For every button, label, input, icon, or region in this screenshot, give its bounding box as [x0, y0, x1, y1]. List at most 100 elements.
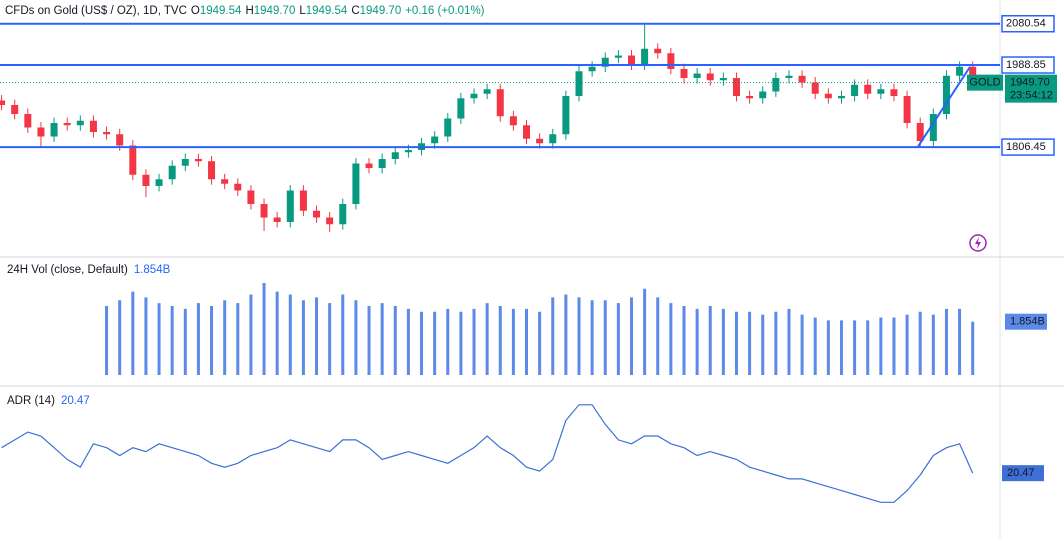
candle-body: [601, 57, 609, 67]
volume-bar: [748, 311, 752, 375]
candle-body: [260, 204, 268, 218]
volume-bar: [433, 311, 437, 375]
volume-bar: [170, 306, 174, 375]
candle-body: [181, 159, 189, 166]
volume-bar: [118, 300, 122, 375]
ohlc-change: +0.16 (+0.01%): [405, 5, 484, 17]
volume-bar: [853, 320, 857, 375]
volume-bar: [393, 306, 397, 375]
trend-line: [917, 66, 971, 147]
alert-icon-bolt[interactable]: [975, 237, 981, 249]
candle-body: [811, 82, 819, 94]
volume-bar: [157, 303, 161, 375]
volume-bar: [380, 303, 384, 375]
candle-body: [929, 114, 937, 141]
volume-bar: [328, 303, 332, 375]
alert-icon[interactable]: [969, 234, 987, 252]
volume-bar: [354, 300, 358, 375]
level-label-box: [1001, 56, 1055, 74]
candle-body: [50, 123, 58, 137]
volume-bar: [813, 317, 817, 375]
level-label: 2080.54: [1006, 18, 1046, 30]
candle-body: [942, 75, 950, 114]
candle-body: [168, 165, 176, 180]
volume-bar: [485, 303, 489, 375]
candle-body: [654, 48, 662, 54]
candle-body: [641, 48, 649, 65]
symbol-box: [967, 74, 1003, 91]
volume-bar: [603, 300, 607, 375]
candle-body: [496, 89, 504, 117]
volume-bar: [669, 303, 673, 375]
volume-bar: [616, 303, 620, 375]
volume-bar: [196, 303, 200, 375]
candle-body: [614, 55, 622, 58]
volume-bar: [721, 308, 725, 375]
candle-body: [221, 179, 229, 184]
candle-body: [37, 127, 45, 137]
candle-body: [116, 134, 124, 146]
candle-body: [129, 145, 137, 175]
level-label-box: [1001, 138, 1055, 156]
ohlc-key: C: [351, 5, 359, 17]
candle-body: [903, 96, 911, 123]
candle-body: [208, 161, 216, 180]
candle-body: [365, 163, 373, 168]
candle-body: [63, 123, 71, 126]
volume-bar: [761, 314, 765, 375]
candle-body: [549, 134, 557, 144]
candle-body: [247, 190, 255, 204]
volume-bar: [262, 283, 266, 375]
volume-bar: [472, 308, 476, 375]
candle-body: [837, 96, 845, 99]
ohlc-value: 1949.54: [200, 5, 242, 17]
candle-body: [798, 75, 806, 83]
candle-body: [680, 69, 688, 78]
candle-body: [523, 125, 531, 139]
candle-body: [851, 84, 859, 96]
candle-body: [824, 93, 832, 99]
candle-body: [286, 190, 294, 222]
volume-bar: [787, 308, 791, 375]
candle-body: [142, 174, 150, 186]
symbol-label: GOLD: [969, 77, 1000, 89]
volume-bar: [800, 314, 804, 375]
candle-body: [326, 217, 334, 225]
volume-bar: [525, 308, 529, 375]
volume-legend: 24H Vol (close, Default) 1.854B: [7, 264, 171, 276]
candle-body: [194, 159, 202, 162]
alert-icon-ring[interactable]: [969, 234, 987, 252]
candle-body: [877, 89, 885, 94]
candle-body: [299, 190, 307, 211]
volume-bar: [144, 297, 148, 375]
volume-bar: [551, 297, 555, 375]
candle-body: [339, 204, 347, 225]
candle-body: [732, 78, 740, 96]
candle-body: [313, 210, 321, 218]
ohlc-key: H: [245, 5, 253, 17]
volume-bar: [275, 291, 279, 375]
volume-bar: [131, 291, 135, 375]
ohlc-key: O: [191, 5, 200, 17]
volume-bar: [590, 300, 594, 375]
level-label: 1806.45: [1006, 141, 1046, 153]
candle-body: [89, 120, 97, 132]
volume-bar: [892, 317, 896, 375]
candle-body: [391, 152, 399, 159]
candle-body: [483, 89, 491, 94]
candle-body: [404, 150, 412, 153]
volume-bar: [301, 300, 305, 375]
volume-bar: [905, 314, 909, 375]
volume-bar: [682, 306, 686, 375]
ohlc-value: 1949.54: [306, 5, 348, 17]
volume-bar: [958, 308, 962, 375]
level-label: 1988.85: [1006, 59, 1046, 71]
candle-body: [378, 159, 386, 168]
volume-bar: [420, 311, 424, 375]
candle-body: [470, 93, 478, 99]
value-label: 1.854B: [1010, 316, 1045, 328]
candle-body: [772, 78, 780, 92]
volume-bar: [971, 321, 975, 375]
volume-bar: [918, 311, 922, 375]
